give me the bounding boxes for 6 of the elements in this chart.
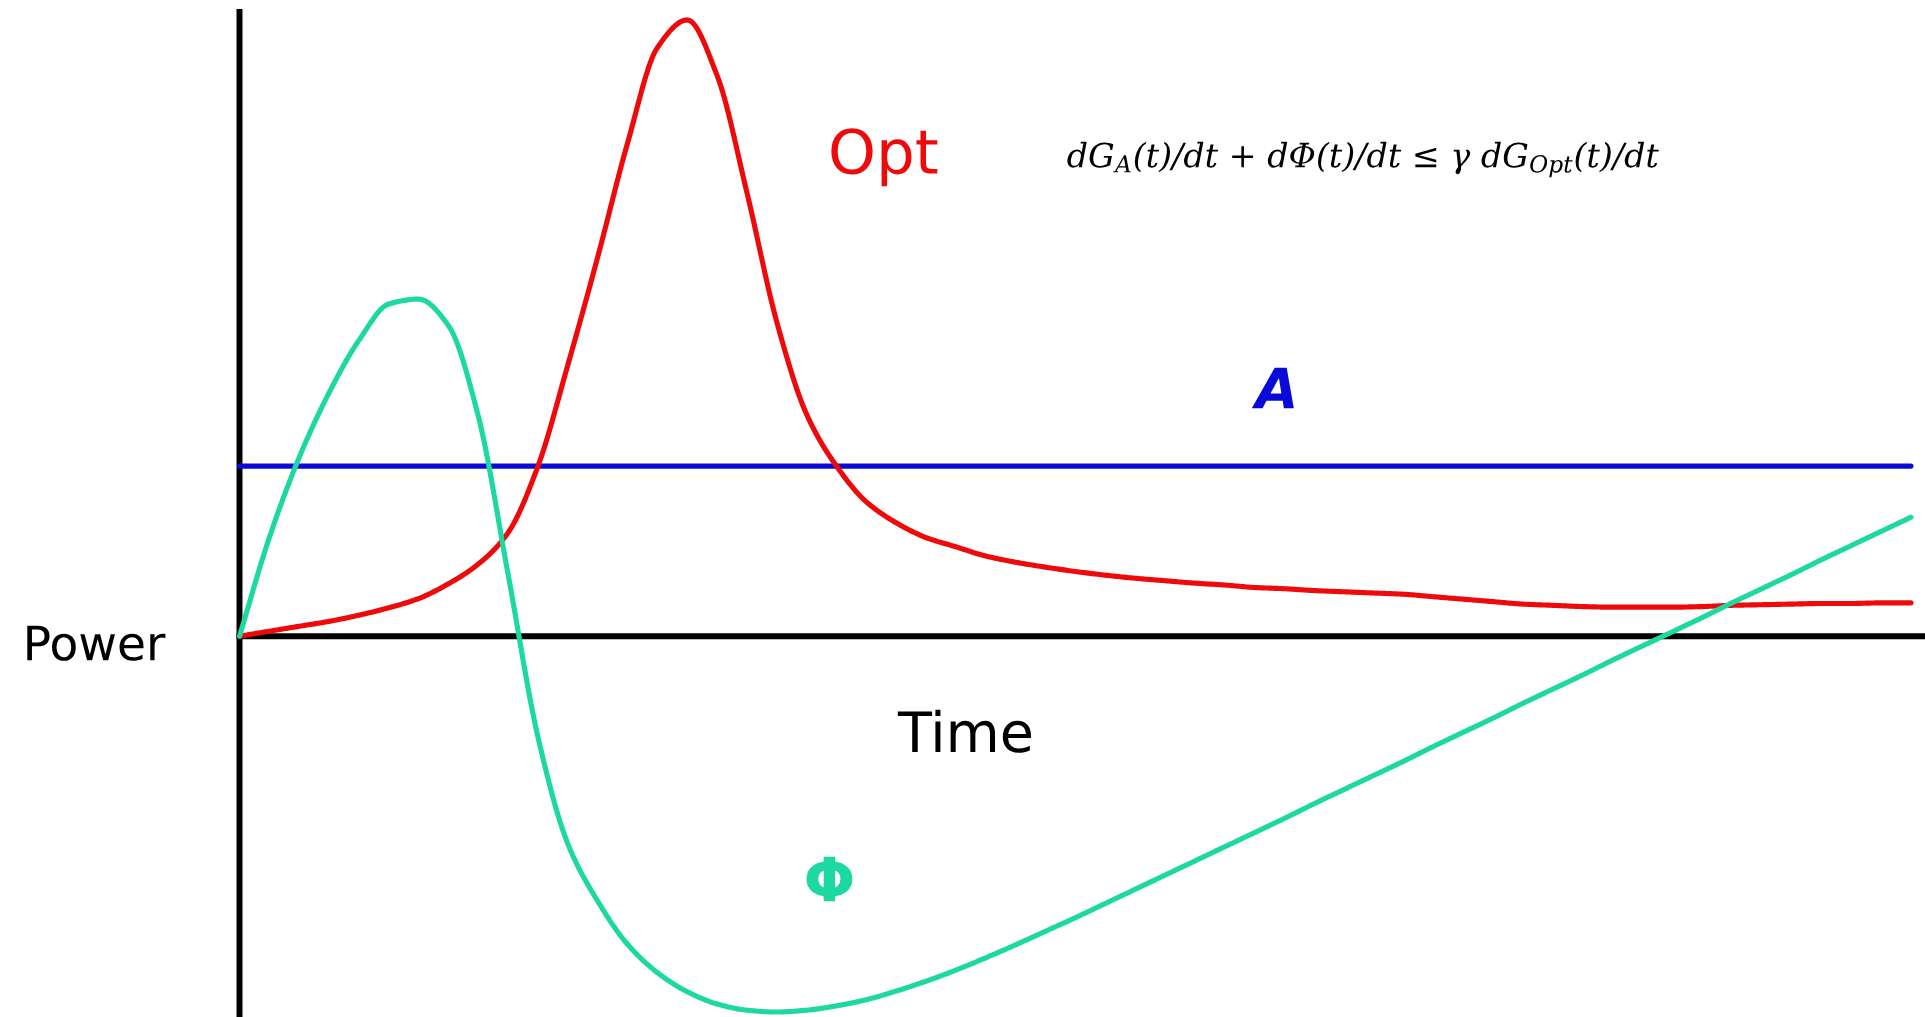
y-axis-title: Power (27, 625, 166, 661)
series-label: Φ (806, 856, 853, 902)
series-label: Opt (831, 128, 938, 187)
x-axis-title: Time (897, 709, 1031, 753)
series-label: A (1251, 367, 1294, 409)
annotation: dG$_{A}$(t)/dt + dΦ(t)/dt ≤ γ dG$_{Opt}$(t)/dt (1067, 141, 1659, 178)
